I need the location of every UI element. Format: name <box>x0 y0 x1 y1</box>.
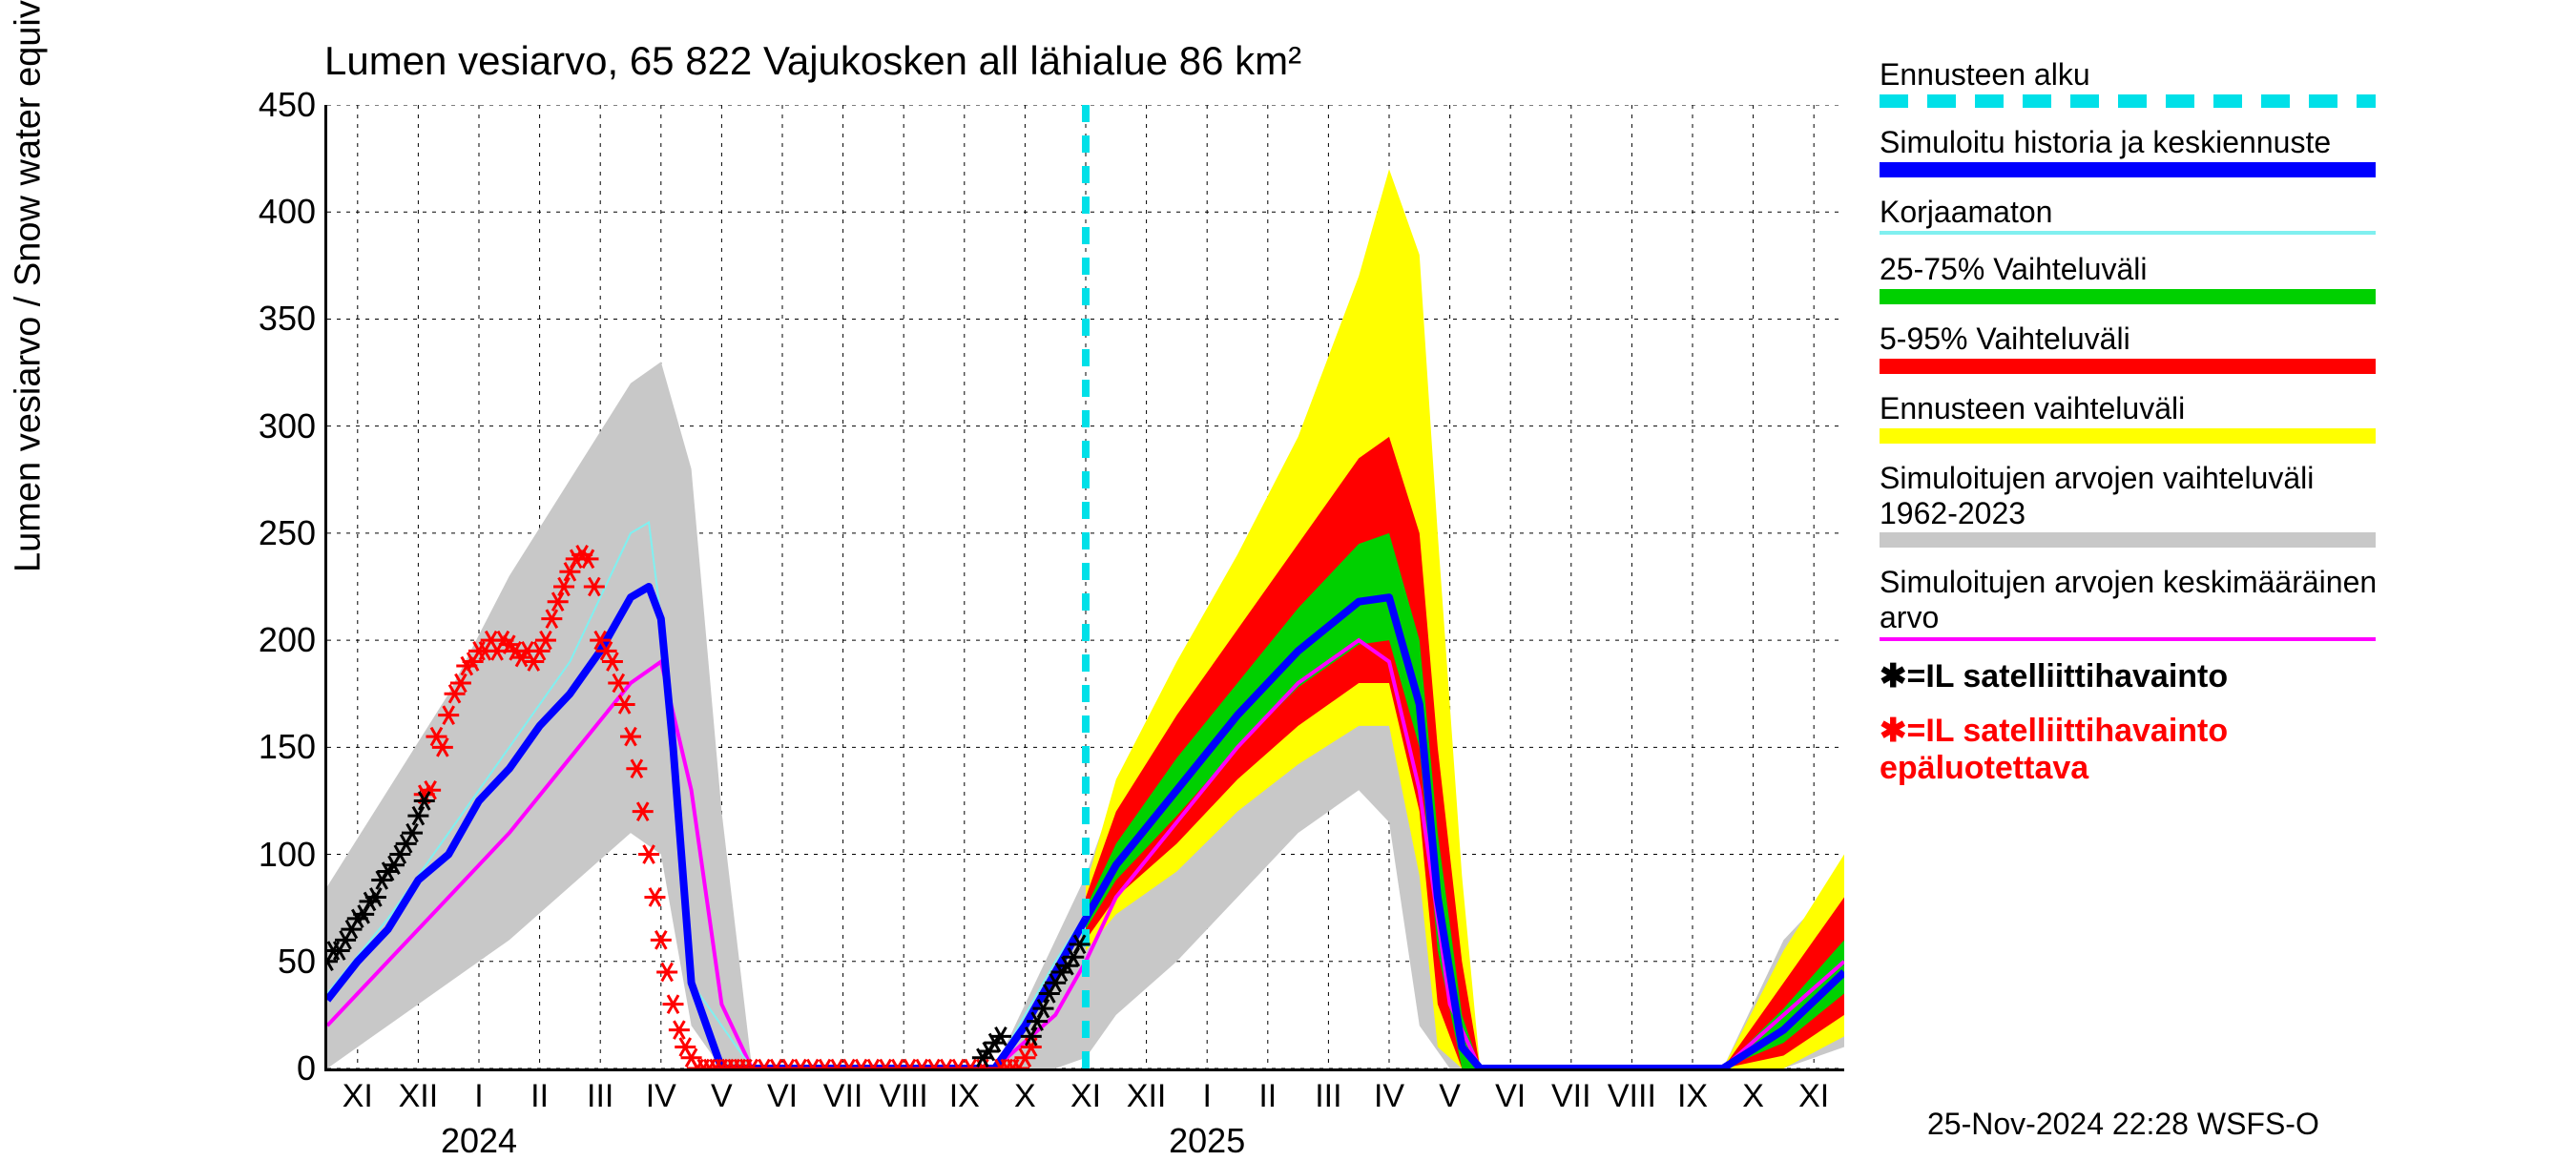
xtick-label: X <box>1014 1078 1036 1115</box>
chart-title: Lumen vesiarvo, 65 822 Vajukosken all lä… <box>324 38 1301 84</box>
ytick-label: 250 <box>259 513 316 553</box>
legend-swatch <box>1880 289 2376 304</box>
xtick-label: IX <box>949 1078 980 1115</box>
ytick-label: 50 <box>278 942 316 982</box>
legend-label: 5-95% Vaihteluväli <box>1880 321 2385 357</box>
plot-svg <box>327 105 1844 1068</box>
legend-item: 25-75% Vaihteluväli <box>1880 252 2385 304</box>
legend-item: Simuloitu historia ja keskiennuste <box>1880 125 2385 177</box>
xtick-label: I <box>1202 1078 1211 1115</box>
legend-item: ✱=IL satelliittihavainto epäluotettava <box>1880 713 2385 787</box>
legend-swatch <box>1880 532 2376 548</box>
legend-label: Simuloitujen arvojen vaihteluväli 1962-2… <box>1880 461 2385 531</box>
ytick-label: 100 <box>259 835 316 875</box>
legend: Ennusteen alku Simuloitu historia ja kesk… <box>1880 57 2385 804</box>
xtick-label: V <box>1439 1078 1461 1115</box>
legend-item: Ennusteen vaihteluväli <box>1880 391 2385 444</box>
xtick-label: III <box>1315 1078 1341 1115</box>
footer-timestamp: 25-Nov-2024 22:28 WSFS-O <box>1927 1107 2319 1142</box>
legend-item: Korjaamaton <box>1880 195 2385 236</box>
xtick-label: IX <box>1677 1078 1708 1115</box>
legend-item: ✱=IL satelliittihavainto <box>1880 658 2385 695</box>
xtick-label: XI <box>1070 1078 1101 1115</box>
legend-swatch <box>1880 637 2376 641</box>
legend-marker-icon: ✱ <box>1880 658 1907 695</box>
legend-swatch <box>1880 162 2376 177</box>
legend-item: Simuloitujen arvojen vaihteluväli 1962-2… <box>1880 461 2385 549</box>
ytick-label: 400 <box>259 192 316 232</box>
legend-swatch <box>1880 359 2376 374</box>
legend-item: Simuloitujen arvojen keskimääräinen arvo <box>1880 565 2385 641</box>
ytick-label: 450 <box>259 85 316 125</box>
xtick-label: XII <box>399 1078 439 1115</box>
legend-item: 5-95% Vaihteluväli <box>1880 321 2385 374</box>
legend-label: Korjaamaton <box>1880 195 2385 230</box>
ytick-label: 0 <box>297 1048 316 1088</box>
xtick-label: II <box>530 1078 549 1115</box>
xtick-label: IV <box>1374 1078 1404 1115</box>
legend-label: Ennusteen vaihteluväli <box>1880 391 2385 426</box>
legend-label: Ennusteen alku <box>1880 57 2385 93</box>
ytick-label: 350 <box>259 299 316 339</box>
xtick-label: X <box>1742 1078 1764 1115</box>
legend-swatch <box>1880 428 2376 444</box>
xtick-label: V <box>711 1078 733 1115</box>
legend-label: Simuloitu historia ja keskiennuste <box>1880 125 2385 160</box>
ytick-label: 150 <box>259 727 316 767</box>
xtick-label: I <box>474 1078 483 1115</box>
xtick-label: III <box>587 1078 613 1115</box>
legend-swatch <box>1880 94 2376 108</box>
xtick-label: VIII <box>1608 1078 1656 1115</box>
legend-label: =IL satelliittihavainto <box>1907 658 2229 695</box>
year-label: 2025 <box>1169 1121 1245 1161</box>
y-axis-label: Lumen vesiarvo / Snow water equiv. mm <box>9 0 50 572</box>
xtick-label: XI <box>1798 1078 1829 1115</box>
xtick-label: II <box>1258 1078 1277 1115</box>
ytick-label: 200 <box>259 620 316 660</box>
legend-item: Ennusteen alku <box>1880 57 2385 108</box>
xtick-label: VI <box>1495 1078 1526 1115</box>
ytick-label: 300 <box>259 406 316 446</box>
xtick-label: XI <box>343 1078 373 1115</box>
xtick-label: VII <box>823 1078 863 1115</box>
year-label: 2024 <box>441 1121 517 1161</box>
xtick-label: VII <box>1551 1078 1591 1115</box>
legend-marker-icon: ✱ <box>1880 713 1907 749</box>
plot-area: 050100150200250300350400450XIXIIIIIIIIIV… <box>324 105 1844 1071</box>
legend-swatch <box>1880 231 2376 235</box>
xtick-label: XII <box>1127 1078 1167 1115</box>
xtick-label: VIII <box>880 1078 928 1115</box>
legend-label: Simuloitujen arvojen keskimääräinen arvo <box>1880 565 2385 635</box>
xtick-label: IV <box>646 1078 676 1115</box>
legend-label: 25-75% Vaihteluväli <box>1880 252 2385 287</box>
xtick-label: VI <box>767 1078 798 1115</box>
chart: Lumen vesiarvo, 65 822 Vajukosken all lä… <box>0 0 2576 1145</box>
legend-label: =IL satelliittihavainto epäluotettava <box>1880 713 2228 786</box>
